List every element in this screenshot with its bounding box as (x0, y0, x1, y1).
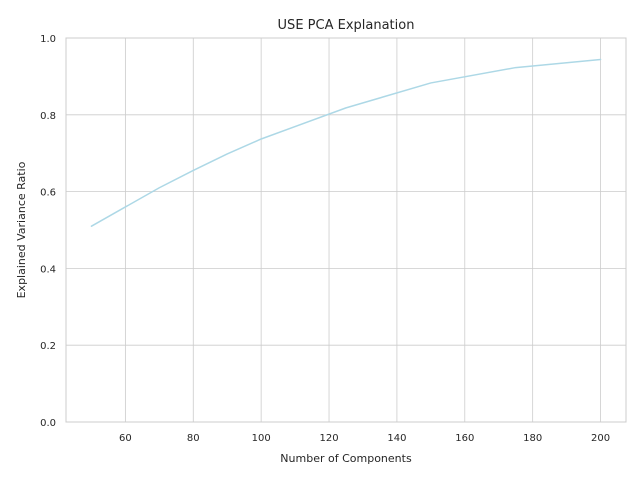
y-tick-label: 1.0 (40, 34, 56, 45)
y-tick-label: 0.4 (40, 264, 56, 275)
x-tick-label: 180 (523, 433, 542, 444)
x-tick-label: 60 (119, 433, 132, 444)
x-tick-labels: 60 80 100 120 140 160 180 200 (119, 433, 610, 444)
y-tick-label: 0.6 (40, 188, 56, 199)
y-tick-label: 0.2 (40, 341, 56, 352)
x-tick-label: 120 (319, 433, 338, 444)
chart-title: USE PCA Explanation (278, 18, 415, 33)
x-tick-label: 100 (252, 433, 271, 444)
y-axis-label: Explained Variance Ratio (15, 161, 28, 298)
y-tick-label: 0.8 (40, 111, 56, 122)
plot-frame (65, 37, 627, 423)
x-tick-label: 160 (455, 433, 474, 444)
series-line (90, 58, 602, 227)
x-axis-label: Number of Components (280, 452, 412, 465)
grid (66, 37, 626, 423)
x-tick-label: 140 (387, 433, 406, 444)
plot-border (65, 37, 627, 423)
y-tick-labels: 0.0 0.2 0.4 0.6 0.8 1.0 (40, 34, 56, 429)
x-tick-label: 80 (187, 433, 200, 444)
x-tick-label: 200 (591, 433, 610, 444)
series-layer (90, 58, 602, 227)
y-tick-label: 0.0 (40, 418, 56, 429)
